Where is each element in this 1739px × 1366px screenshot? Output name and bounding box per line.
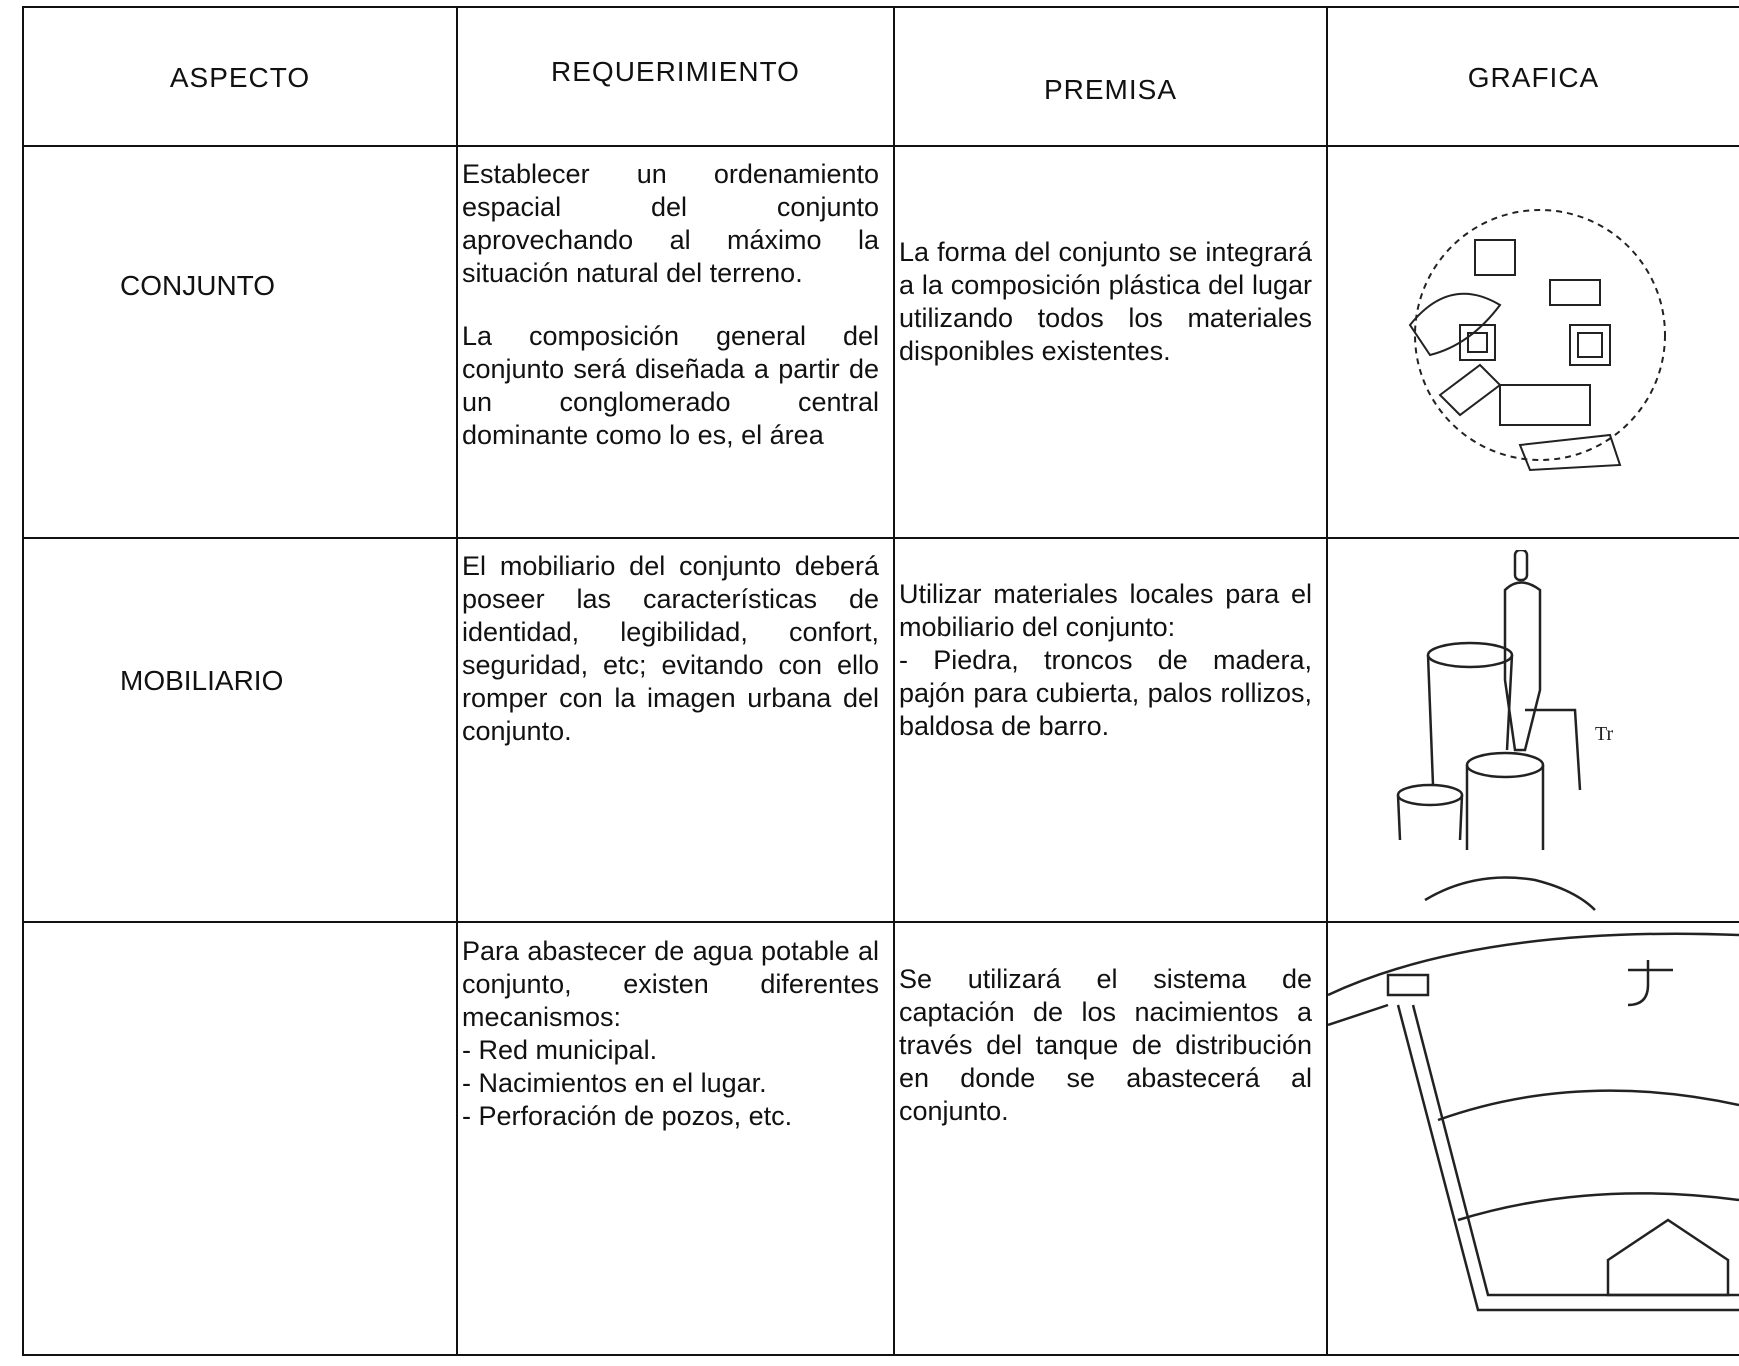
rule — [456, 6, 458, 1356]
paragraph: Establecer un ordenamiento espacial del … — [462, 159, 879, 288]
svg-text:Tr: Tr — [1595, 723, 1614, 745]
paragraph: El mobiliario del conjunto deberá poseer… — [462, 551, 879, 746]
paragraph: La composición general del conjunto será… — [462, 321, 879, 450]
rule — [22, 921, 1739, 923]
header-cell: REQUERIMIENTO — [551, 56, 800, 87]
furniture-sketch: Tr — [1396, 550, 1614, 911]
site-sketch — [1408, 209, 1666, 472]
rule — [22, 537, 1739, 539]
aspect-label: MOBILIARIO — [120, 665, 284, 696]
aspect-label: CONJUNTO — [120, 270, 276, 301]
water-sketch — [1328, 932, 1739, 1312]
requirement-text: Establecer un ordenamiento espacial del … — [458, 158, 893, 452]
premise-text: Se utilizará el sistema de captación de … — [895, 963, 1326, 1128]
paragraph: - Piedra, troncos de madera, pajón para … — [899, 645, 1312, 741]
rule — [22, 1354, 1739, 1356]
header-cell: GRAFICA — [1467, 62, 1600, 93]
rule — [22, 145, 1739, 147]
paragraph: La forma del conjunto se integrará a la … — [899, 237, 1312, 366]
paragraph: Para abastecer de agua potable al conjun… — [462, 936, 879, 1032]
rule — [893, 6, 895, 1356]
header-cell: ASPECTO — [169, 62, 311, 93]
requirement-text: El mobiliario del conjunto deberá poseer… — [458, 550, 893, 748]
paragraph: - Red municipal. — [462, 1035, 658, 1065]
paragraph: Se utilizará el sistema de captación de … — [899, 964, 1312, 1126]
rule — [1326, 6, 1328, 1356]
rule — [22, 6, 1739, 8]
paragraph: Utilizar materiales locales para el mobi… — [899, 579, 1312, 642]
paragraph: - Nacimientos en el lugar. — [462, 1068, 767, 1098]
rule — [22, 6, 24, 1356]
premise-text: Utilizar materiales locales para el mobi… — [895, 578, 1326, 743]
header-cell: PREMISA — [1043, 74, 1178, 105]
premise-text: La forma del conjunto se integrará a la … — [895, 236, 1326, 368]
paragraph: - Perforación de pozos, etc. — [462, 1101, 793, 1131]
requirement-text: Para abastecer de agua potable al conjun… — [458, 935, 893, 1133]
